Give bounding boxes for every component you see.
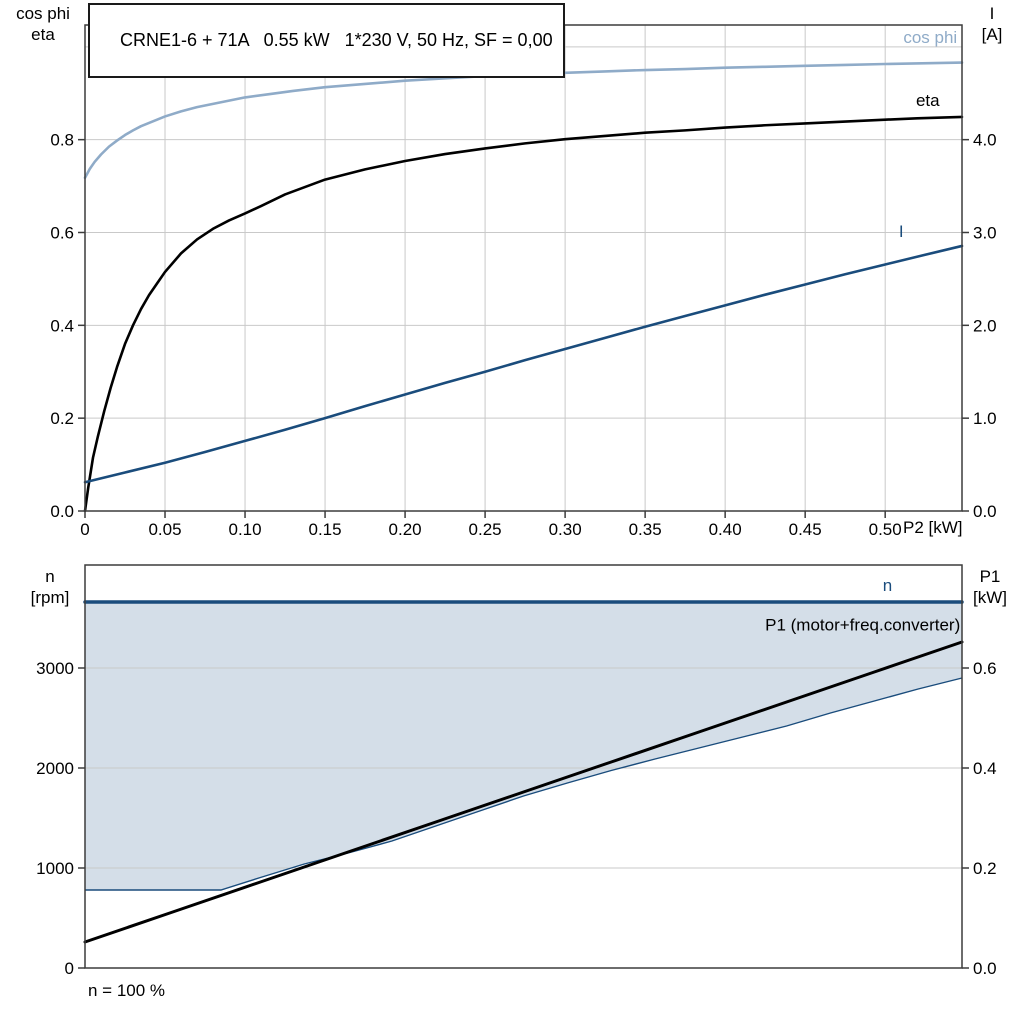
left-axis-tick-label: 0.8 <box>50 131 74 150</box>
right-axis-tick-label: 1.0 <box>973 409 997 428</box>
speed-axis-label: n <box>45 567 55 586</box>
series-cos-phi <box>83 61 964 180</box>
plot-frame <box>84 564 963 969</box>
right-axis-tick-label: 0.2 <box>973 859 997 878</box>
x-axis-tick-label: 0.45 <box>789 520 822 539</box>
right-axis-tick-label: 3.0 <box>973 223 997 242</box>
curve-label-n: n <box>883 576 892 595</box>
p1-unit-label: [kW] <box>973 588 1007 607</box>
x-axis-tick-label: 0.30 <box>549 520 582 539</box>
curve-label-i: I <box>899 222 904 241</box>
curve-label-p1-motor-freq-converter: P1 (motor+freq.converter) <box>765 616 960 635</box>
eta-axis-label: eta <box>31 25 55 44</box>
x-axis-tick-label: 0.20 <box>389 520 422 539</box>
current-axis-label: I <box>989 4 995 23</box>
x-axis-tick-label: 0 <box>80 520 89 539</box>
p1-axis-label: P1 <box>979 567 1001 586</box>
left-axis-tick-label: 0.6 <box>50 223 74 242</box>
x-axis-tick-label: 0.10 <box>228 520 261 539</box>
right-axis-tick-label: 0.6 <box>973 659 997 678</box>
top-left-axis-label: cos phi eta <box>2 3 84 45</box>
band-lower-edge-line <box>85 677 963 891</box>
x-axis-tick-label: 0.05 <box>148 520 181 539</box>
cos-phi-axis-label: cos phi <box>16 4 70 23</box>
x-axis-tick-label: 0.40 <box>709 520 742 539</box>
chart-0: 0.0 0.2 0.4 0.6 0.8 0.0 1.0 2.0 3.0 4.0 0 0.05 0.10 0… <box>50 24 997 539</box>
x-axis-tick-label: 0.35 <box>629 520 662 539</box>
right-axis-tick-label: 0.4 <box>973 759 997 778</box>
speed-footnote: n = 100 % <box>88 981 166 1000</box>
top-right-axis-label: I [A] <box>962 3 1022 45</box>
right-axis-tick-label: 4.0 <box>973 131 997 150</box>
left-axis-tick-label: 1000 <box>36 859 74 878</box>
left-axis-tick-label: 2000 <box>36 759 74 778</box>
speed-unit-label: [rpm] <box>30 588 70 607</box>
x-axis-tick-label: 0.25 <box>469 520 502 539</box>
curve-label-cos-phi: cos phi <box>903 28 957 47</box>
left-axis-tick-label: 0.4 <box>50 316 74 335</box>
chart-title: CRNE1-6 + 71A 0.55 kW 1*230 V, 50 Hz, SF… <box>120 30 553 50</box>
left-axis-tick-label: 3000 <box>36 659 74 678</box>
operating-range-band <box>85 602 962 890</box>
plot-frame <box>84 24 963 512</box>
right-axis-tick-label: 0.0 <box>973 502 997 521</box>
left-axis-tick-label: 0.0 <box>50 502 74 521</box>
chart-title-box: CRNE1-6 + 71A 0.55 kW 1*230 V, 50 Hz, SF… <box>88 3 565 78</box>
right-axis-tick-label: 2.0 <box>973 316 997 335</box>
x-axis-tick-label: 0.50 <box>869 520 902 539</box>
current-unit-label: [A] <box>981 25 1003 44</box>
x-axis-tick-label: 0.15 <box>309 520 342 539</box>
right-axis-tick-label: 0.0 <box>973 959 997 978</box>
series-eta <box>83 115 964 513</box>
chart-1: 0 1000 2000 3000 0.0 0.2 0.4 0.6 n P1 (motor+freq… <box>36 564 997 978</box>
left-axis-tick-label: 0 <box>65 959 74 978</box>
curve-label-eta: eta <box>916 91 940 110</box>
bottom-left-axis-label: n [rpm] <box>8 566 92 608</box>
series-p1-motor-freq-converter <box>83 640 964 944</box>
left-axis-tick-label: 0.2 <box>50 409 74 428</box>
p2-unit-label: P2 [kW] <box>903 518 963 537</box>
bottom-right-axis-label: P1 [kW] <box>958 566 1022 608</box>
series-i <box>83 244 964 484</box>
